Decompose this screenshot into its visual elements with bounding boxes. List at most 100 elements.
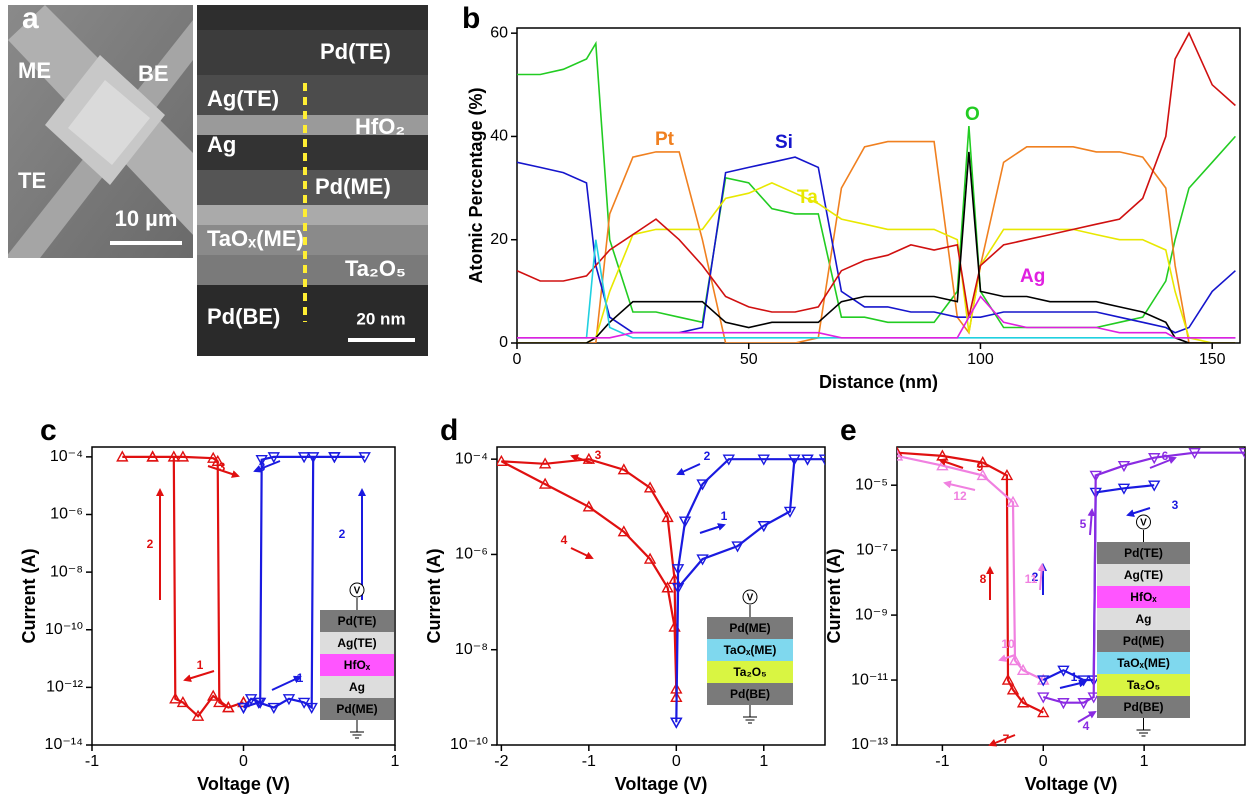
annotation: 4 xyxy=(561,533,568,547)
plot-frame xyxy=(896,446,1246,746)
y-tick-label: 10⁻⁸ xyxy=(455,641,488,658)
data-marker xyxy=(897,447,904,458)
data-marker xyxy=(757,454,770,466)
data-marker xyxy=(1037,675,1050,687)
x-axis-label: Voltage (V) xyxy=(615,774,708,794)
data-marker xyxy=(358,452,371,464)
annotation: 1 xyxy=(721,509,728,523)
layer-label: HfOₓ xyxy=(1130,590,1157,604)
annotation-arrow xyxy=(183,670,215,683)
annotation-arrow xyxy=(699,523,726,534)
annotation: 9 xyxy=(977,460,984,474)
annotation-arrow xyxy=(570,547,594,560)
x-tick-label: 50 xyxy=(740,351,758,368)
annotation: 11 xyxy=(1025,572,1038,586)
layer xyxy=(320,698,394,720)
data-marker xyxy=(1006,495,1020,507)
data-marker xyxy=(1016,696,1030,708)
data-marker xyxy=(1006,683,1020,695)
data-marker xyxy=(818,454,825,466)
data-marker xyxy=(1148,480,1161,492)
data-marker xyxy=(661,581,674,593)
data-marker xyxy=(1008,654,1022,666)
data-marker xyxy=(801,454,814,466)
data-marker xyxy=(267,452,280,464)
layer xyxy=(707,683,793,705)
data-marker xyxy=(538,477,552,489)
y-tick-label: 40 xyxy=(490,128,508,145)
data-marker xyxy=(1000,468,1014,481)
panel-label: e xyxy=(840,414,857,447)
data-marker xyxy=(282,694,296,706)
panel-label: c xyxy=(40,414,57,447)
annotation-arrow xyxy=(988,734,1016,747)
data-marker xyxy=(1148,453,1161,465)
plot-frame xyxy=(496,446,826,746)
annotation: 2 xyxy=(1032,570,1039,584)
data-marker xyxy=(976,468,989,481)
series-line xyxy=(517,31,1236,318)
data-marker xyxy=(783,506,797,518)
panel-label: d xyxy=(440,414,458,447)
y-tick-label: 10⁻¹² xyxy=(46,679,84,696)
annotation-arrow xyxy=(1077,710,1097,723)
tem-label: Ta₂O₅ xyxy=(345,256,406,281)
tem-label: Pd(TE) xyxy=(320,39,391,64)
sem-image xyxy=(8,5,193,258)
x-tick-label: 1 xyxy=(1140,753,1149,770)
series-line xyxy=(517,156,1236,334)
layer xyxy=(320,610,394,632)
layer xyxy=(1097,542,1190,564)
series-line xyxy=(675,458,825,723)
layer-label: TaOₓ(ME) xyxy=(724,643,777,657)
source-symbol xyxy=(349,582,365,598)
layer-label: Pd(TE) xyxy=(1124,546,1163,560)
series-line xyxy=(517,140,1236,343)
annotation: 3 xyxy=(595,448,602,462)
data-marker xyxy=(1057,698,1070,710)
annotation: 8 xyxy=(980,572,987,586)
x-tick-label: 150 xyxy=(1199,351,1226,368)
data-marker xyxy=(207,451,220,463)
y-tick-label: 10⁻¹⁰ xyxy=(45,621,83,638)
series-label: Si xyxy=(775,132,793,153)
annotation-arrow xyxy=(1126,507,1151,517)
x-axis-label: Distance (nm) xyxy=(819,372,938,392)
y-tick-label: 0 xyxy=(499,334,508,351)
annotation-arrow xyxy=(570,454,593,464)
tem-label: TaOₓ(ME) xyxy=(207,226,304,251)
data-marker xyxy=(305,702,318,714)
data-marker xyxy=(731,541,744,553)
y-tick-label: 10⁻⁶ xyxy=(455,546,488,563)
tem-image xyxy=(197,5,428,356)
data-marker xyxy=(582,452,596,464)
data-marker xyxy=(253,697,267,709)
series-line xyxy=(517,40,1236,329)
y-axis-label: Current (A) xyxy=(824,549,844,644)
series-line xyxy=(517,182,1236,343)
annotation-arrow xyxy=(1059,679,1087,689)
y-tick-label: 10⁻⁵ xyxy=(855,476,888,493)
source-label: V xyxy=(354,586,361,597)
data-marker xyxy=(255,454,268,467)
data-marker xyxy=(678,516,692,528)
data-marker xyxy=(297,452,311,464)
data-marker xyxy=(643,481,657,493)
layer xyxy=(320,632,394,654)
data-marker xyxy=(1016,663,1030,675)
x-axis-label: Voltage (V) xyxy=(197,774,290,794)
annotation: 3 xyxy=(259,460,266,474)
layer-label: Ag xyxy=(1136,612,1152,626)
chart-panel: d -2 -1 0 1 10⁻¹⁰ 10⁻⁸ 10⁻⁶ 10⁻⁴ Voltage (V) Curre… xyxy=(424,414,826,794)
layer xyxy=(1097,674,1190,696)
layer-label: Pd(ME) xyxy=(729,621,770,635)
annotation-arrow xyxy=(676,463,701,476)
layer xyxy=(1097,630,1190,652)
layer-label: Ag(TE) xyxy=(337,636,376,650)
layer-label: HfOₓ xyxy=(344,658,371,672)
scale-bar-label: 10 µm xyxy=(115,206,178,231)
annotation-arrow xyxy=(1149,456,1177,469)
annotation: 3 xyxy=(1172,498,1179,512)
data-marker xyxy=(237,702,250,714)
